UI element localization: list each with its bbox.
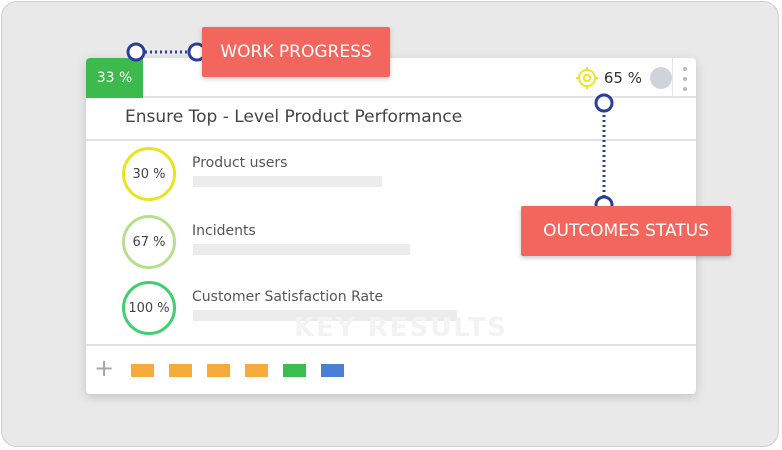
work-progress-badge: 33 % — [86, 58, 143, 98]
objective-card[interactable]: 33 % 65 % Ensure Top - Level Product Per… — [86, 58, 696, 394]
key-result-progress-ring: 100 % — [122, 281, 176, 335]
key-result-label: Customer Satisfaction Rate — [192, 289, 384, 305]
key-result-row[interactable]: 100 % Customer Satisfaction Rate — [86, 281, 696, 341]
tag-chip[interactable] — [207, 364, 230, 377]
tag-chip[interactable] — [169, 364, 192, 377]
tag-chip[interactable] — [131, 364, 154, 377]
key-result-progress-ring: 30 % — [122, 147, 176, 201]
card-footer: + — [86, 344, 696, 394]
tag-chip[interactable] — [283, 364, 306, 377]
target-icon — [575, 67, 598, 89]
outcome-value: 65 % — [603, 69, 642, 87]
key-result-bar — [193, 176, 382, 187]
objective-title-row: Ensure Top - Level Product Performance — [86, 98, 696, 141]
status-indicator — [650, 67, 672, 89]
menu-divider — [672, 58, 673, 98]
key-result-label: Product users — [192, 155, 288, 171]
key-result-progress-ring: 67 % — [122, 215, 176, 269]
card-top-bar: 33 % 65 % — [86, 58, 696, 98]
plus-icon[interactable]: + — [94, 354, 115, 382]
key-result-label: Incidents — [192, 223, 256, 239]
work-progress-callout: WORK PROGRESS — [202, 27, 390, 77]
key-results-watermark: KEY RESULTS — [294, 313, 509, 343]
key-result-bar — [193, 244, 410, 255]
key-result-bar — [193, 310, 457, 321]
outcomes-status-callout: OUTCOMES STATUS — [521, 206, 731, 256]
tag-chip[interactable] — [245, 364, 268, 377]
tag-chip[interactable] — [321, 364, 344, 377]
more-options-icon[interactable] — [682, 67, 688, 91]
key-result-row[interactable]: 67 % Incidents — [86, 215, 696, 275]
key-result-row[interactable]: 30 % Product users — [86, 147, 696, 207]
objective-title[interactable]: Ensure Top - Level Product Performance — [125, 107, 463, 127]
tag-list — [131, 364, 344, 377]
outcome-status[interactable]: 65 % — [575, 65, 672, 91]
